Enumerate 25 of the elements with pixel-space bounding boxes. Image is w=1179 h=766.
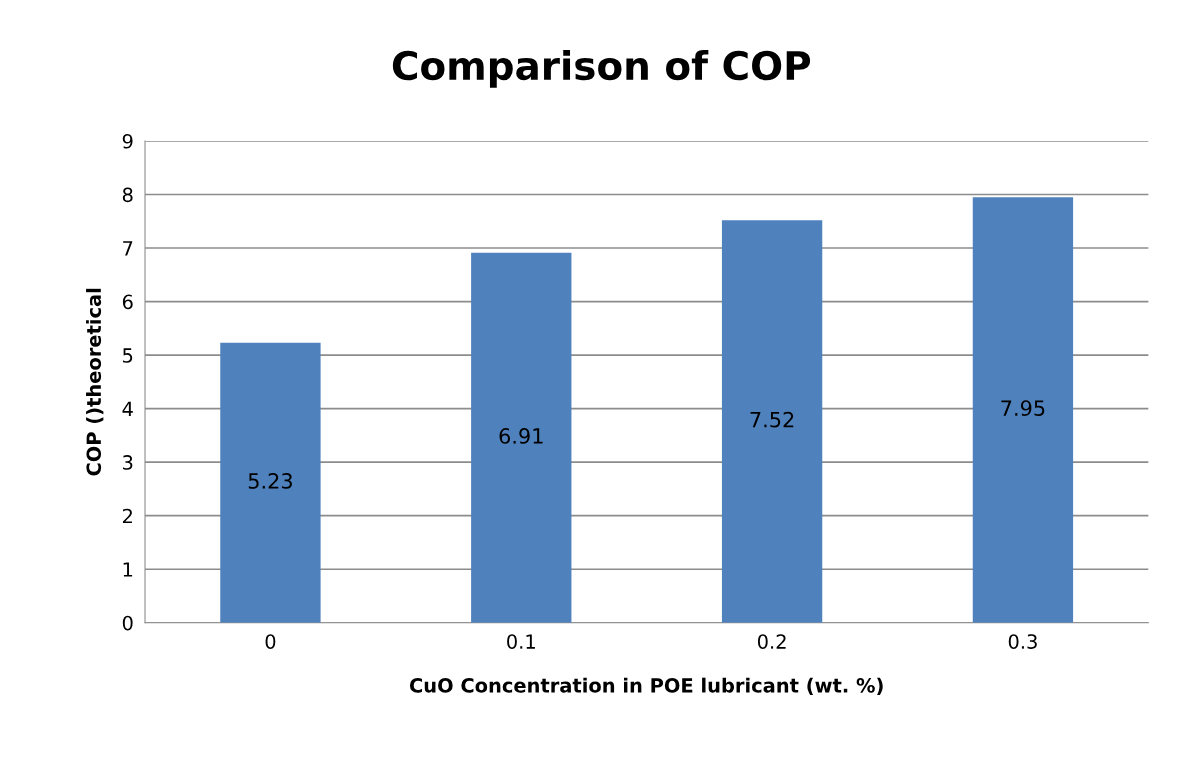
data-label: 7.52 — [750, 411, 794, 428]
y-tick-label: 1 — [123, 562, 133, 577]
data-label: 6.91 — [499, 428, 543, 444]
y-tick-label: 8 — [122, 187, 133, 203]
bar — [972, 197, 1074, 623]
y-tick-label: 7 — [123, 241, 133, 256]
bar — [220, 342, 321, 623]
y-tick-label: 4 — [122, 401, 133, 417]
y-tick-label: 5 — [123, 348, 133, 363]
y-tick-label: 6 — [122, 294, 133, 310]
x-tick-label: 0.1 — [507, 634, 535, 649]
data-label: 7.95 — [1001, 400, 1045, 416]
bar — [721, 220, 823, 623]
x-tick-label: 0.2 — [757, 634, 786, 649]
y-tick-label: 2 — [122, 508, 132, 524]
x-axis-title: CuO Concentration in POE lubricant (wt. %) — [409, 677, 883, 696]
x-tick-label: 0.3 — [1008, 634, 1037, 649]
data-label: 5.23 — [248, 473, 292, 489]
y-axis-title: COP ()theoretical — [86, 288, 104, 476]
bar — [471, 252, 572, 623]
chart-title: Comparison of COP — [392, 50, 811, 88]
y-tick-label: 9 — [122, 133, 133, 149]
x-tick-label: 0 — [265, 634, 276, 649]
y-tick-label: 0 — [122, 615, 133, 631]
y-tick-label: 3 — [123, 455, 133, 470]
